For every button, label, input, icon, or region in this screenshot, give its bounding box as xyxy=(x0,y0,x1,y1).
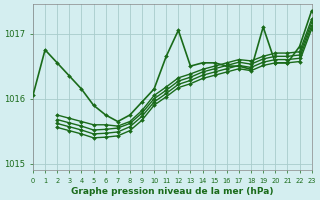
X-axis label: Graphe pression niveau de la mer (hPa): Graphe pression niveau de la mer (hPa) xyxy=(71,187,274,196)
